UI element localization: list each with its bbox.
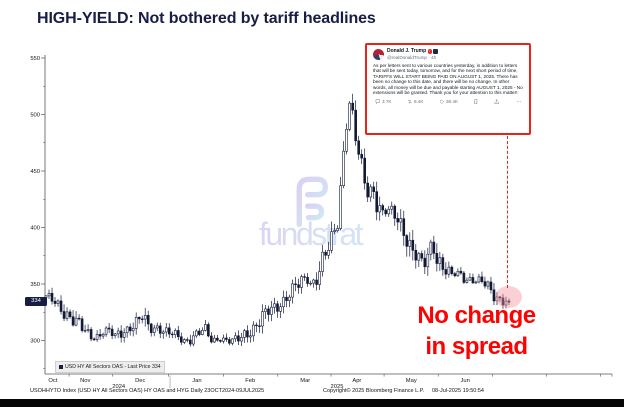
like-icon bbox=[439, 100, 444, 104]
bloomberg-footer-timestamp: 08-Jul-2025 19:50:54 bbox=[432, 387, 484, 394]
svg-text:May: May bbox=[406, 378, 417, 384]
svg-text:Jun: Jun bbox=[460, 378, 469, 384]
svg-text:550: 550 bbox=[30, 56, 40, 62]
share-icon bbox=[495, 99, 500, 104]
verified-badge-icon: ✓ bbox=[427, 49, 433, 54]
tweet-card: Donald J. Trump ✓ @realDonaldTrump · 4h … bbox=[365, 43, 531, 135]
fundstrat-watermark: fundstrat bbox=[223, 170, 397, 250]
svg-text:350: 350 bbox=[30, 282, 40, 288]
secondary-badge-icon bbox=[433, 49, 438, 54]
last-price-badge: 334 bbox=[25, 297, 47, 306]
tweet-author-name: Donald J. Trump bbox=[387, 48, 427, 54]
bookmark-icon bbox=[474, 99, 478, 105]
svg-text:Dec: Dec bbox=[135, 378, 145, 384]
avatar bbox=[373, 49, 384, 60]
tweet-actions: 3.7K 8.4K 38.4K bbox=[373, 99, 523, 105]
bottom-bar bbox=[0, 399, 624, 407]
bookmark-button[interactable] bbox=[473, 99, 479, 105]
svg-text:500: 500 bbox=[30, 113, 40, 119]
bloomberg-footer-left: USOHHYTO Index (USD HY All Sectors OAS) … bbox=[30, 387, 265, 394]
reply-count: 3.7K bbox=[382, 99, 392, 105]
repost-button[interactable]: 8.4K bbox=[407, 99, 423, 105]
annotation-line-1: No change bbox=[417, 302, 536, 329]
legend-label: USD HY All Sectors OAS - Last Price 334 bbox=[65, 364, 161, 370]
tweet-author-handle: @realDonaldTrump · 4h bbox=[387, 55, 437, 60]
svg-text:Oct: Oct bbox=[48, 378, 57, 384]
page-title: HIGH-YIELD: Not bothered by tariff headl… bbox=[37, 10, 376, 27]
svg-text:450: 450 bbox=[30, 169, 40, 175]
fundstrat-wordmark: fundstrat bbox=[223, 218, 397, 250]
annotation-line-2: in spread bbox=[425, 333, 528, 360]
svg-text:300: 300 bbox=[30, 339, 40, 345]
bloomberg-footer-copyright: Copyright© 2025 Bloomberg Finance L.P. bbox=[323, 387, 425, 394]
chart-legend: USD HY All Sectors OAS - Last Price 334 bbox=[55, 361, 165, 373]
svg-text:Jan: Jan bbox=[192, 378, 201, 384]
more-button[interactable] bbox=[516, 99, 522, 105]
repost-count: 8.4K bbox=[413, 99, 424, 105]
svg-text:Mar: Mar bbox=[300, 378, 310, 384]
reply-button[interactable]: 3.7K bbox=[375, 99, 391, 105]
like-button[interactable]: 38.4K bbox=[439, 99, 458, 105]
more-icon bbox=[516, 101, 521, 103]
like-count: 38.4K bbox=[445, 99, 458, 105]
svg-text:400: 400 bbox=[30, 226, 40, 232]
share-button[interactable] bbox=[494, 99, 500, 105]
reply-icon bbox=[375, 99, 380, 105]
svg-text:Apr: Apr bbox=[352, 378, 361, 384]
repost-icon bbox=[407, 99, 412, 104]
tweet-body: As per letters sent to various countries… bbox=[373, 62, 523, 96]
tweet-header: Donald J. Trump ✓ @realDonaldTrump · 4h bbox=[373, 49, 523, 60]
svg-text:Nov: Nov bbox=[80, 378, 90, 384]
no-change-annotation: No change in spread bbox=[394, 300, 559, 362]
annotation-connector-line bbox=[507, 136, 508, 288]
fundstrat-logo-icon bbox=[296, 176, 329, 228]
svg-text:Feb: Feb bbox=[245, 378, 255, 384]
legend-swatch bbox=[59, 365, 63, 369]
